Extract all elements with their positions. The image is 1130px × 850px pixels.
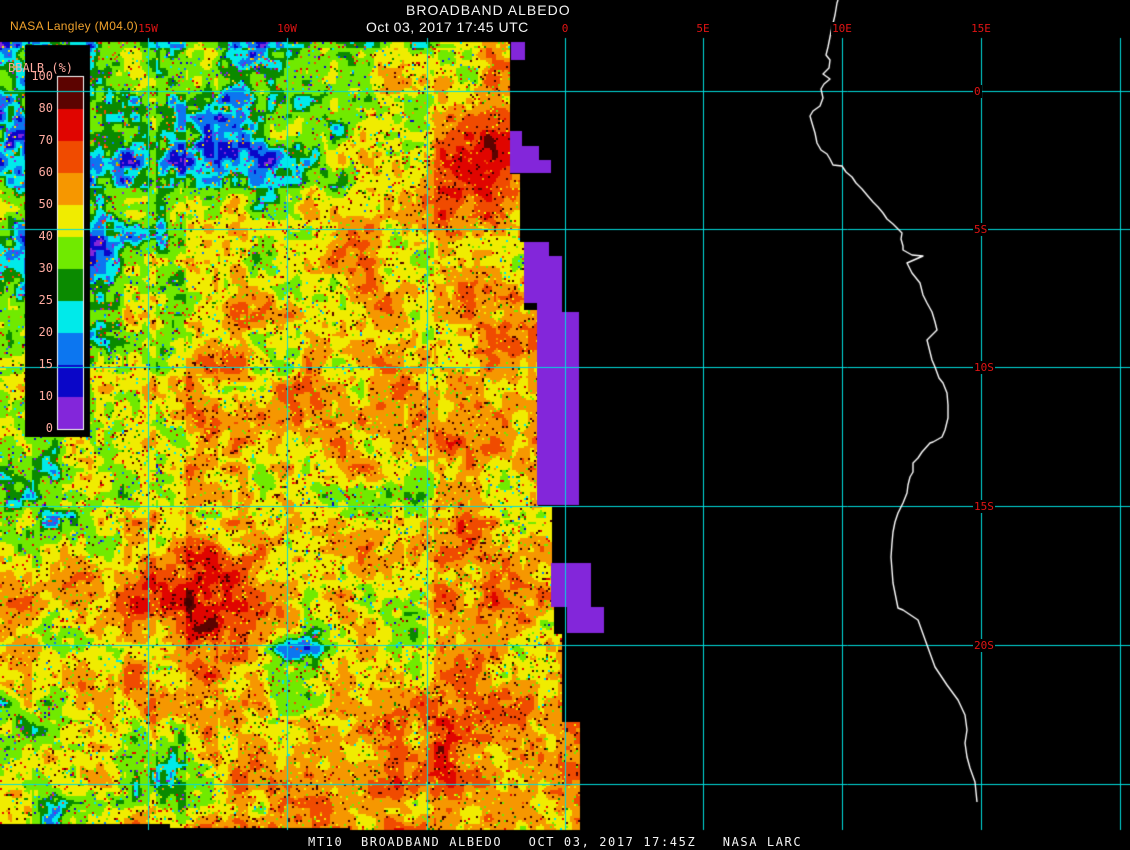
legend-tick-25: 25 (38, 293, 53, 307)
meridian-label-5E: 5E (695, 22, 711, 35)
parallel-label-10S: 10S (973, 361, 995, 374)
legend-tick-15: 15 (38, 357, 53, 371)
legend-tick-70: 70 (38, 133, 53, 147)
product-title: BROADBAND ALBEDO (406, 2, 571, 18)
meridian-label-15W: 15W (137, 22, 159, 35)
parallel-label-20S: 20S (973, 639, 995, 652)
source-label: NASA Langley (M04.0) (10, 19, 139, 33)
meridian-label-10W: 10W (276, 22, 298, 35)
legend-tick-20: 20 (38, 325, 53, 339)
footer-status-line: MT10 BROADBAND ALBEDO OCT 03, 2017 17:45… (308, 835, 803, 849)
legend-tick-30: 30 (38, 261, 53, 275)
legend-tick-80: 80 (38, 101, 53, 115)
meridian-label-15E: 15E (970, 22, 992, 35)
legend-tick-60: 60 (38, 165, 53, 179)
legend-tick-50: 50 (38, 197, 53, 211)
parallel-label-15S: 15S (973, 500, 995, 513)
timestamp-label: Oct 03, 2017 17:45 UTC (366, 19, 529, 35)
legend-title: BBALB (%) (8, 61, 74, 75)
legend-tick-0: 0 (45, 421, 53, 435)
legend-tick-40: 40 (38, 229, 53, 243)
legend-tick-10: 10 (38, 389, 53, 403)
parallel-label-5S: 5S (973, 223, 989, 236)
meridian-label-10E: 10E (831, 22, 853, 35)
parallel-label-0: 0 (973, 85, 982, 98)
meridian-label-0: 0 (560, 22, 570, 35)
legend-tick-100: 100 (31, 69, 53, 83)
